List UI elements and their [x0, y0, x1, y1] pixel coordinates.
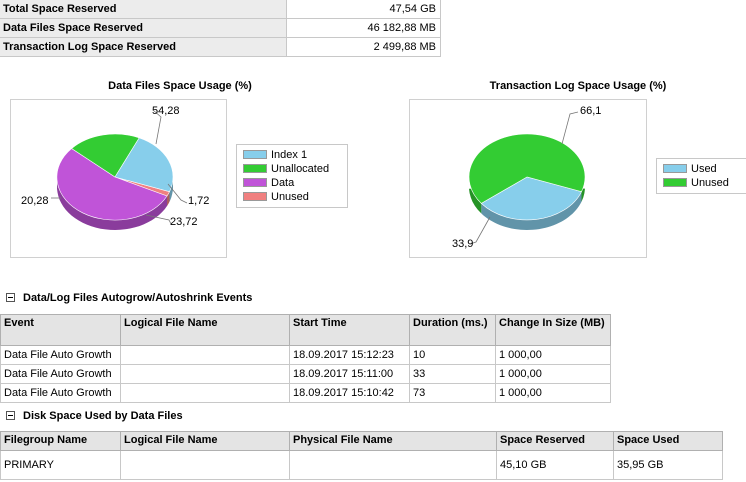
pie-label-unallocated: 20,28	[21, 195, 49, 207]
pie-leader-line	[561, 111, 579, 145]
table-cell: 18.09.2017 15:10:42	[289, 383, 410, 403]
table-cell: 33	[409, 364, 496, 384]
table-cell: 1 000,00	[495, 345, 611, 365]
table-cell: Data File Auto Growth	[0, 345, 121, 365]
pie-label-data: 54,28	[152, 105, 180, 117]
table-cell: Data File Auto Growth	[0, 383, 121, 403]
log-pie-svg	[468, 111, 586, 245]
pie-leader-line	[167, 183, 188, 204]
legend-swatch	[243, 178, 267, 187]
pie-slice-unallocated	[71, 133, 140, 178]
legend-label: Unused	[271, 191, 309, 203]
disk-section-title: Disk Space Used by Data Files	[23, 410, 183, 422]
table-cell	[120, 383, 290, 403]
pie-label-log-used: 33,9	[452, 238, 474, 250]
autogrow-section-title: Data/Log Files Autogrow/Autoshrink Event…	[23, 292, 253, 304]
column-header[interactable]: Start Time	[289, 314, 410, 346]
table-header-row: Filegroup Name Logical File Name Physica…	[0, 431, 723, 451]
table-cell: 1 000,00	[495, 383, 611, 403]
collapse-toggle-icon[interactable]	[6, 293, 15, 302]
summary-label: Data Files Space Reserved	[0, 18, 287, 38]
table-cell	[120, 450, 290, 480]
legend-label: Index 1	[271, 149, 308, 161]
table-cell: 10	[409, 345, 496, 365]
legend-label: Unallocated	[271, 163, 330, 175]
disk-space-table: Filegroup Name Logical File Name Physica…	[0, 431, 723, 480]
table-row: Data File Auto Growth 18.09.2017 15:12:2…	[0, 345, 611, 365]
summary-value: 47,54 GB	[286, 0, 441, 19]
legend-swatch	[243, 164, 267, 173]
table-cell: 18.09.2017 15:11:00	[289, 364, 410, 384]
summary-row: Total Space Reserved 47,54 GB	[0, 0, 441, 19]
legend-label: Unused	[691, 177, 729, 189]
legend-label: Data	[271, 177, 295, 189]
pie-slice-side	[169, 176, 173, 202]
log-pie-chart	[409, 99, 647, 258]
table-cell: 18.09.2017 15:12:23	[289, 345, 410, 365]
summary-label: Total Space Reserved	[0, 0, 287, 19]
pie-leader-line	[469, 216, 491, 245]
column-header[interactable]: Logical File Name	[120, 431, 290, 451]
legend-swatch	[663, 164, 687, 173]
table-row: Data File Auto Growth 18.09.2017 15:11:0…	[0, 364, 611, 384]
table-cell	[120, 345, 290, 365]
pie-label-unused: 1,72	[188, 195, 210, 207]
table-row: PRIMARY 45,10 GB 35,95 GB	[0, 450, 723, 480]
summary-label: Transaction Log Space Reserved	[0, 37, 287, 57]
column-header[interactable]: Duration (ms.)	[409, 314, 496, 346]
table-cell: 73	[409, 383, 496, 403]
pie-slice-data	[56, 148, 168, 221]
data-files-legend: Index 1 Unallocated Data Unused	[236, 144, 348, 208]
column-header[interactable]: Filegroup Name	[0, 431, 121, 451]
column-header[interactable]: Event	[0, 314, 121, 346]
table-cell: PRIMARY	[0, 450, 121, 480]
table-header-row: Event Logical File Name Start Time Durat…	[0, 314, 611, 346]
legend-item: Index 1	[243, 148, 341, 162]
table-row: Data File Auto Growth 18.09.2017 15:10:4…	[0, 383, 611, 403]
legend-label: Used	[691, 163, 717, 175]
column-header[interactable]: Space Used	[613, 431, 723, 451]
pie-slice-side	[481, 191, 582, 230]
pie-leader-line	[152, 109, 162, 145]
legend-item: Used	[663, 162, 743, 176]
table-cell: 1 000,00	[495, 364, 611, 384]
column-header[interactable]: Physical File Name	[289, 431, 497, 451]
legend-item: Data	[243, 176, 341, 190]
table-cell: Data File Auto Growth	[0, 364, 121, 384]
table-cell	[289, 450, 497, 480]
collapse-toggle-icon[interactable]	[6, 411, 15, 420]
summary-value: 46 182,88 MB	[286, 18, 441, 38]
table-cell: 45,10 GB	[496, 450, 614, 480]
data-files-chart-title: Data Files Space Usage (%)	[108, 80, 252, 92]
disk-section-header: Disk Space Used by Data Files	[6, 410, 183, 422]
pie-slice-used	[480, 176, 582, 221]
legend-item: Unallocated	[243, 162, 341, 176]
summary-row: Data Files Space Reserved 46 182,88 MB	[0, 18, 441, 38]
column-header[interactable]: Space Reserved	[496, 431, 614, 451]
column-header[interactable]: Change In Size (MB)	[495, 314, 611, 346]
table-cell: 35,95 GB	[613, 450, 723, 480]
legend-item: Unused	[663, 176, 743, 190]
summary-row: Transaction Log Space Reserved 2 499,88 …	[0, 37, 441, 57]
pie-leader-line	[145, 214, 172, 225]
autogrow-events-table: Event Logical File Name Start Time Durat…	[0, 314, 611, 403]
data-files-pie-svg	[51, 109, 188, 230]
legend-swatch	[243, 192, 267, 201]
log-chart-title: Transaction Log Space Usage (%)	[489, 80, 667, 92]
autogrow-section-header: Data/Log Files Autogrow/Autoshrink Event…	[6, 292, 252, 304]
table-cell	[120, 364, 290, 384]
legend-swatch	[243, 150, 267, 159]
pie-slice-unused	[468, 133, 586, 204]
summary-value: 2 499,88 MB	[286, 37, 441, 57]
column-header[interactable]: Logical File Name	[120, 314, 290, 346]
data-files-pie-chart	[10, 99, 227, 258]
pie-label-log-unused: 66,1	[580, 105, 602, 117]
legend-swatch	[663, 178, 687, 187]
legend-item: Unused	[243, 190, 341, 204]
pie-slice-index-1	[114, 137, 174, 193]
log-legend: Used Unused	[656, 158, 746, 194]
space-summary-table: Total Space Reserved 47,54 GB Data Files…	[0, 0, 441, 57]
pie-label-index: 23,72	[170, 216, 198, 228]
